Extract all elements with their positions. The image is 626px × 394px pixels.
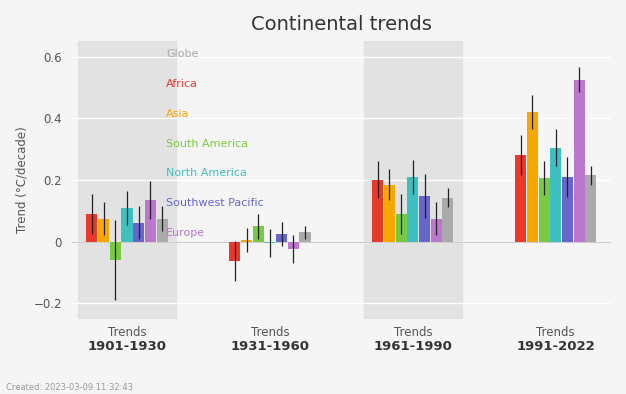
Bar bbox=[276, 234, 287, 242]
Bar bbox=[86, 214, 98, 242]
Bar bbox=[443, 197, 453, 242]
Text: Created: 2023-03-09 11:32:43: Created: 2023-03-09 11:32:43 bbox=[6, 383, 133, 392]
Text: Trends: Trends bbox=[250, 327, 289, 340]
Bar bbox=[562, 177, 573, 242]
Text: Southwest Pacific: Southwest Pacific bbox=[166, 198, 264, 208]
Text: Trends: Trends bbox=[536, 327, 575, 340]
Title: Continental trends: Continental trends bbox=[251, 15, 432, 34]
Bar bbox=[419, 196, 430, 242]
Bar bbox=[515, 155, 526, 242]
Bar bbox=[78, 41, 176, 319]
Bar bbox=[372, 180, 383, 242]
Text: Trends: Trends bbox=[108, 327, 146, 340]
Bar bbox=[550, 147, 562, 242]
Text: Trends: Trends bbox=[394, 327, 432, 340]
Bar bbox=[98, 219, 109, 242]
Bar bbox=[229, 242, 240, 261]
Bar bbox=[585, 175, 597, 242]
Bar bbox=[110, 242, 121, 260]
Text: 1991-2022: 1991-2022 bbox=[516, 340, 595, 353]
Bar bbox=[431, 219, 442, 242]
Bar bbox=[507, 41, 605, 319]
Text: South America: South America bbox=[166, 139, 249, 149]
Bar bbox=[145, 200, 156, 242]
Bar bbox=[384, 184, 395, 242]
Bar bbox=[288, 242, 299, 249]
Bar bbox=[241, 240, 252, 242]
Text: Asia: Asia bbox=[166, 109, 190, 119]
Bar bbox=[364, 41, 461, 319]
Y-axis label: Trend (°C/decade): Trend (°C/decade) bbox=[15, 126, 28, 233]
Bar bbox=[133, 223, 144, 242]
Text: 1961-1990: 1961-1990 bbox=[374, 340, 453, 353]
Bar bbox=[538, 178, 550, 242]
Text: Globe: Globe bbox=[166, 49, 198, 59]
Bar bbox=[156, 219, 168, 242]
Bar bbox=[253, 226, 264, 242]
Bar bbox=[221, 41, 319, 319]
Text: 1931-1960: 1931-1960 bbox=[230, 340, 309, 353]
Bar bbox=[527, 112, 538, 242]
Text: Africa: Africa bbox=[166, 79, 198, 89]
Bar bbox=[408, 177, 418, 242]
Text: 1901-1930: 1901-1930 bbox=[88, 340, 167, 353]
Text: North America: North America bbox=[166, 168, 247, 178]
Bar bbox=[396, 214, 407, 242]
Bar bbox=[264, 242, 275, 243]
Bar bbox=[299, 232, 310, 242]
Text: Europe: Europe bbox=[166, 228, 205, 238]
Bar bbox=[121, 208, 133, 242]
Bar bbox=[573, 80, 585, 242]
